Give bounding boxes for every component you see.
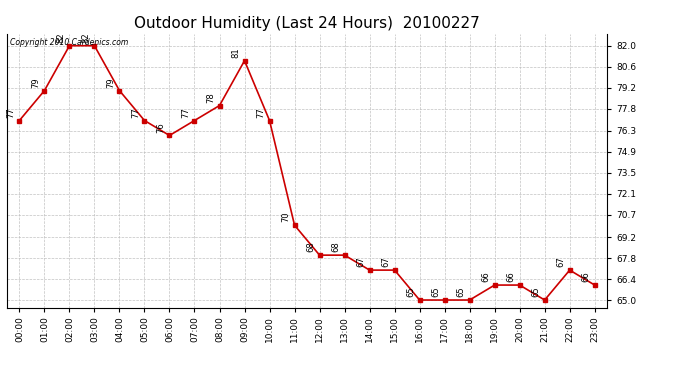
Title: Outdoor Humidity (Last 24 Hours)  20100227: Outdoor Humidity (Last 24 Hours) 2010022…	[134, 16, 480, 31]
Text: 66: 66	[482, 272, 491, 282]
Text: 68: 68	[332, 242, 341, 252]
Text: Copyright 2010 Cardenics.com: Copyright 2010 Cardenics.com	[10, 38, 128, 47]
Text: 68: 68	[307, 242, 316, 252]
Text: 66: 66	[507, 272, 516, 282]
Text: 82: 82	[57, 32, 66, 43]
Text: 65: 65	[432, 286, 441, 297]
Text: 81: 81	[232, 47, 241, 58]
Text: 77: 77	[132, 107, 141, 118]
Text: 77: 77	[181, 107, 190, 118]
Text: 65: 65	[457, 286, 466, 297]
Text: 67: 67	[357, 256, 366, 267]
Text: 79: 79	[32, 77, 41, 88]
Text: 66: 66	[582, 272, 591, 282]
Text: 79: 79	[107, 77, 116, 88]
Text: 77: 77	[7, 107, 16, 118]
Text: 82: 82	[81, 32, 90, 43]
Text: 67: 67	[382, 256, 391, 267]
Text: 65: 65	[532, 286, 541, 297]
Text: 78: 78	[207, 92, 216, 103]
Text: 76: 76	[157, 122, 166, 133]
Text: 67: 67	[557, 256, 566, 267]
Text: 70: 70	[282, 212, 290, 222]
Text: 77: 77	[257, 107, 266, 118]
Text: 65: 65	[407, 286, 416, 297]
